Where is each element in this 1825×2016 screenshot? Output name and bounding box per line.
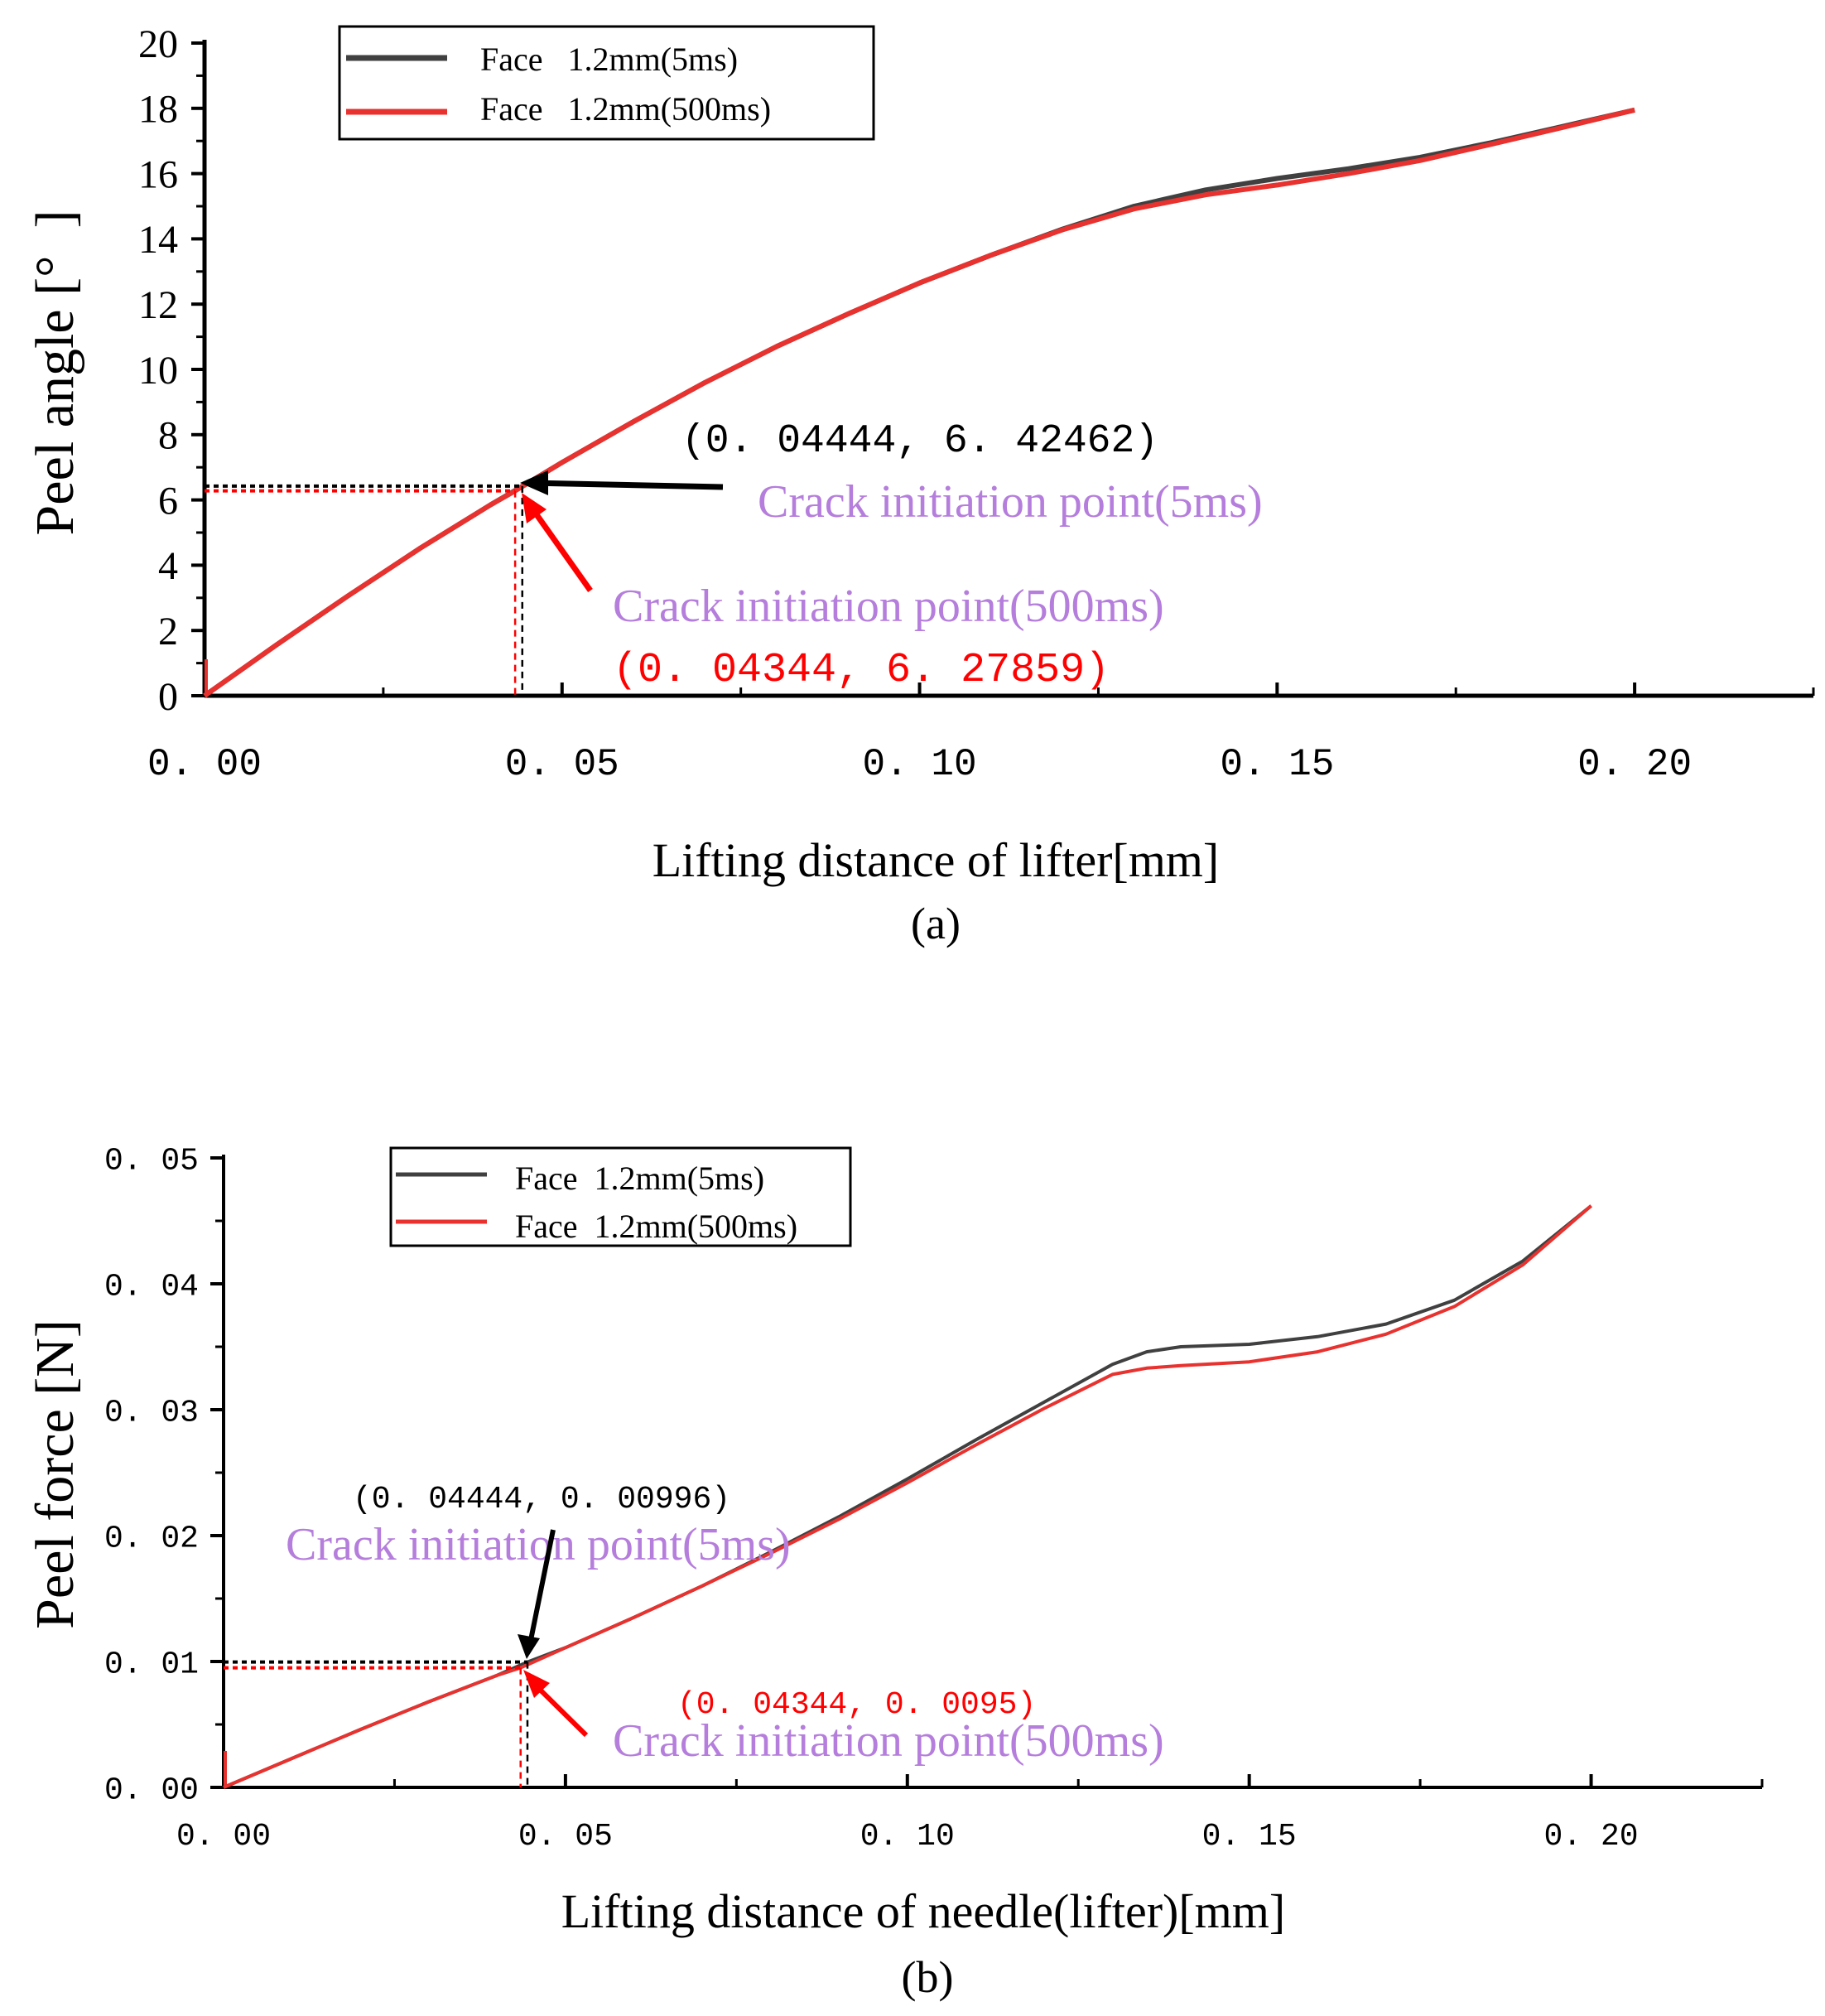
chart-b-legend: Face 1.2mm(5ms) Face 1.2mm(500ms)	[389, 1146, 852, 1247]
chart-a-panel-label: (a)	[911, 899, 961, 948]
chart-a-axes: 0 2 4 6 8 10 12 14 16 18 20 0. 00 0. 05 0. 10 0. 15 0. …	[138, 22, 1815, 786]
chart-b-arrowhead-500ms	[523, 1670, 550, 1698]
chart-a-coord-500ms: (0. 04344, 6. 27859)	[613, 647, 1110, 694]
chart-b-crack-5ms-label: Crack initiation point(5ms)	[286, 1519, 791, 1570]
x-tick-label: 0. 20	[1577, 743, 1692, 786]
chart-a-crack-5ms-label: Crack initiation point(5ms)	[758, 476, 1263, 528]
y-tick-label: 0. 05	[104, 1143, 199, 1179]
chart-b-arrow-5ms	[527, 1529, 556, 1645]
y-tick-label: 10	[138, 349, 178, 393]
x-tick-label: 0. 05	[518, 1819, 613, 1854]
chart-b-panel-label: (b)	[902, 1952, 954, 2002]
legend-box	[389, 1146, 852, 1247]
x-tick-label: 0. 00	[176, 1819, 271, 1854]
chart-b-coord-5ms: (0. 04444, 0. 00996)	[353, 1482, 730, 1517]
y-tick-label: 0. 04	[104, 1269, 199, 1305]
chart-b-xlabel: Lifting distance of needle(lifter)[mm]	[561, 1884, 1285, 1938]
chart-a-crack-500ms-label: Crack initiation point(500ms)	[613, 581, 1164, 632]
y-tick-label: 0. 02	[104, 1521, 199, 1556]
chart-a-legend: Face 1.2mm(5ms) Face 1.2mm(500ms)	[338, 25, 875, 141]
legend-box	[338, 25, 875, 141]
legend-label-5ms: Face 1.2mm(5ms)	[515, 1160, 764, 1197]
chart-a-arrow-5ms	[529, 480, 724, 490]
y-tick-label: 6	[158, 479, 178, 523]
x-tick-label: 0. 15	[1202, 1819, 1297, 1854]
y-tick-label: 18	[138, 88, 178, 132]
legend-label-5ms: Face 1.2mm(5ms)	[480, 41, 738, 78]
chart-b-ylabel: Peel force [N]	[25, 1319, 85, 1629]
y-tick-label: 16	[138, 152, 178, 196]
x-tick-label: 0. 05	[505, 743, 619, 786]
y-tick-label: 4	[158, 544, 178, 588]
x-tick-label: 0. 15	[1220, 743, 1334, 786]
x-tick-label: 0. 20	[1544, 1819, 1639, 1854]
chart-a-arrowhead-500ms	[522, 493, 547, 523]
y-tick-label: 20	[138, 22, 178, 66]
chart-b-arrowhead-5ms	[518, 1634, 540, 1659]
legend-label-500ms: Face 1.2mm(500ms)	[515, 1208, 797, 1245]
chart-b-guide-lines	[224, 1660, 529, 1787]
y-tick-label: 0. 03	[104, 1395, 199, 1430]
series-line	[223, 1204, 1592, 1789]
y-tick-label: 12	[138, 283, 178, 327]
chart-panel-b: 0. 00 0. 01 0. 02 0. 03 0. 04 0. 05 0. 00 0. 05…	[25, 1143, 1764, 2002]
y-tick-label: 14	[138, 218, 178, 262]
chart-b-axes: 0. 00 0. 01 0. 02 0. 03 0. 04 0. 05 0. 00 0. 05…	[104, 1143, 1764, 1854]
chart-a-guide-lines	[205, 484, 524, 696]
chart-b-crack-500ms-label: Crack initiation point(500ms)	[613, 1715, 1164, 1767]
y-tick-label: 0. 01	[104, 1647, 199, 1682]
chart-a-arrow-500ms	[527, 503, 593, 593]
y-tick-label: 0. 00	[104, 1772, 199, 1808]
x-tick-label: 0. 10	[860, 1819, 955, 1854]
chart-b-series	[223, 1204, 1592, 1789]
legend-label-500ms: Face 1.2mm(500ms)	[480, 90, 771, 128]
y-tick-label: 2	[158, 610, 178, 654]
x-tick-label: 0. 00	[147, 743, 262, 786]
chart-b-coord-500ms: (0. 04344, 0. 0095)	[677, 1687, 1036, 1723]
chart-a-xlabel: Lifting distance of lifter[mm]	[652, 833, 1220, 887]
chart-a-coord-5ms: (0. 04444, 6. 42462)	[681, 419, 1158, 464]
series-line	[203, 107, 1635, 698]
y-tick-label: 8	[158, 414, 178, 458]
x-tick-label: 0. 10	[863, 743, 977, 786]
y-tick-label: 0	[158, 675, 178, 719]
chart-a-series	[203, 107, 1635, 698]
chart-a-arrowhead-5ms	[520, 470, 548, 495]
chart-a-ylabel: Peel angle [° ]	[25, 210, 85, 536]
chart-panel-a: 0 2 4 6 8 10 12 14 16 18 20 0. 00 0. 05 0. 10 0. 15 0. …	[25, 22, 1815, 948]
